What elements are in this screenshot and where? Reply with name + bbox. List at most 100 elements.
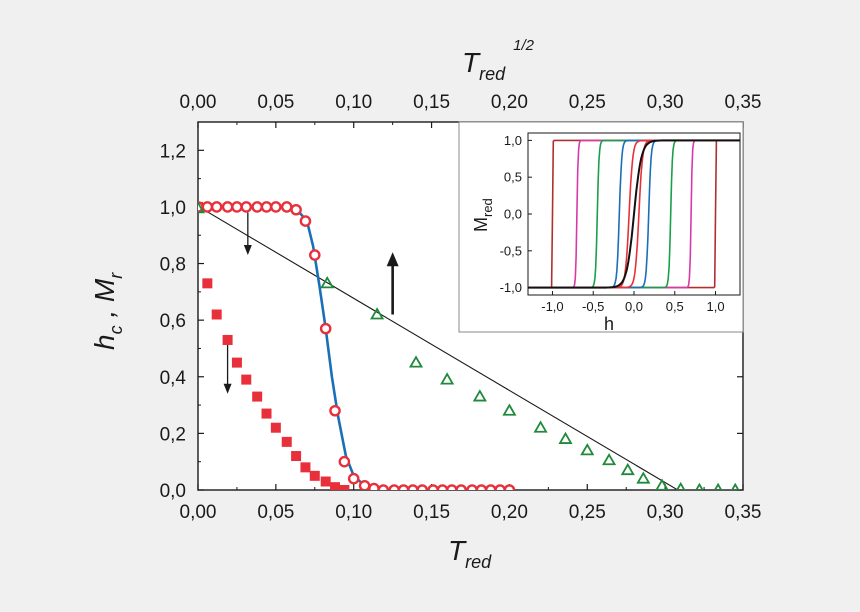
inset-x-tick-label: 1,0 (706, 299, 724, 314)
square-marker (202, 278, 213, 289)
x-tick-label: 0,15 (413, 502, 450, 523)
triangle-marker (198, 201, 206, 214)
circle-marker (466, 484, 478, 490)
y-tick-label: 0,2 (160, 424, 186, 445)
circle-marker (221, 201, 234, 213)
x-tick-label: 0,10 (335, 502, 372, 523)
triangle-marker (320, 276, 335, 289)
triangle-marker (472, 389, 487, 402)
circle-marker (455, 484, 467, 490)
x-axis-title: Tred (448, 535, 492, 572)
circle-marker (475, 484, 488, 490)
arrow-head (386, 252, 399, 267)
triangle-marker (408, 355, 424, 368)
square-marker (330, 482, 341, 490)
circle-marker (210, 201, 223, 213)
y-tick-label: 1,2 (160, 141, 186, 162)
square-marker (270, 422, 281, 433)
top-x-tick-label: 0,30 (647, 92, 684, 113)
top-x-tick-label: 0,25 (569, 92, 606, 113)
inset-y-tick-label: 0,0 (504, 207, 522, 222)
circle-marker (377, 484, 390, 490)
x-tick-label: 0,30 (647, 502, 684, 523)
triangle-marker (558, 431, 573, 444)
square-marker (300, 462, 311, 473)
triangle-marker (533, 420, 548, 433)
square-marker (320, 476, 331, 487)
x-tick-label: 0,25 (569, 502, 606, 523)
anhysteretic-curve (528, 139, 740, 289)
circle-marker (388, 484, 400, 490)
triangle-marker (370, 307, 385, 320)
circle-marker (308, 249, 321, 261)
inset-y-tick-label: 0,5 (504, 170, 522, 185)
circle-marker (436, 484, 449, 490)
x-tick-label: 0,20 (491, 502, 528, 523)
square-marker (252, 391, 263, 402)
arrow-head (223, 383, 232, 394)
circle-marker (231, 201, 243, 213)
inset-y-axis-title: Mred (471, 198, 495, 232)
inset-x-tick-label: -0,5 (582, 299, 604, 314)
inset-x-axis-title: h (604, 314, 614, 334)
circle-marker (329, 404, 341, 417)
arrow-head (243, 245, 252, 256)
top-x-tick-label: 0,20 (491, 92, 528, 113)
circle-marker (319, 322, 332, 335)
circle-marker (427, 484, 439, 490)
circle-marker (494, 484, 506, 490)
top-x-tick-label: 0,15 (413, 92, 450, 113)
top-x-tick-label: 0,10 (335, 92, 372, 113)
square-marker (231, 357, 242, 368)
circle-marker (201, 201, 214, 213)
circle-marker (280, 201, 293, 213)
y-axis-title: hc , Mr (89, 272, 126, 350)
circle-marker (397, 484, 410, 490)
triangle-marker (695, 482, 704, 490)
circle-marker (299, 215, 312, 227)
top-x-axis-title: Tred1/2 (462, 37, 535, 84)
circle-marker (260, 201, 273, 213)
triangle-marker (655, 478, 669, 490)
circle-marker (290, 203, 302, 216)
square-marker (281, 436, 292, 447)
triangle-marker (730, 482, 740, 490)
square-marker (241, 374, 252, 385)
x-tick-label: 0,05 (257, 502, 294, 523)
x-tick-label: 0,00 (180, 502, 217, 523)
square-marker (261, 408, 272, 419)
square-marker (211, 309, 222, 320)
triangle-marker (713, 482, 723, 490)
top-x-tick-label: 0,35 (725, 92, 762, 113)
triangle-marker (675, 481, 686, 490)
circle-marker (503, 484, 516, 490)
y-tick-label: 0,6 (160, 311, 186, 332)
circle-marker (416, 484, 429, 490)
circle-marker (251, 201, 263, 213)
square-marker (309, 470, 320, 481)
inset-y-tick-label: -1,0 (500, 280, 522, 295)
y-tick-label: 0,0 (160, 481, 186, 502)
main-axis-ticks: 0,000,000,050,050,100,100,150,150,200,20… (160, 92, 762, 523)
inset-x-tick-label: 0,5 (666, 299, 684, 314)
y-tick-label: 0,4 (160, 368, 187, 389)
inset-plot-area (528, 139, 740, 289)
square-marker (291, 451, 302, 462)
circle-marker (270, 201, 282, 213)
inset-y-tick-label: -0,5 (500, 243, 522, 258)
inset-axis-ticks: -1,0 -0,5 0,0 0,5 1,0 -1,0 -0,5 0,0 0,5 1,0 (500, 133, 725, 314)
main-plot-area (198, 201, 740, 490)
circle-marker (358, 479, 371, 490)
circle-marker (368, 482, 380, 490)
circle-marker (338, 455, 351, 468)
inset-x-tick-label: 0,0 (625, 299, 643, 314)
triangle-marker (620, 462, 635, 476)
inset-x-tick-label: -1,0 (541, 299, 563, 314)
top-x-tick-label: 0,05 (257, 92, 294, 113)
y-tick-label: 1,0 (160, 198, 186, 219)
circle-marker (240, 201, 253, 213)
inset-y-tick-label: 1,0 (504, 133, 522, 148)
triangle-marker (502, 403, 517, 416)
triangle-marker (636, 471, 651, 484)
